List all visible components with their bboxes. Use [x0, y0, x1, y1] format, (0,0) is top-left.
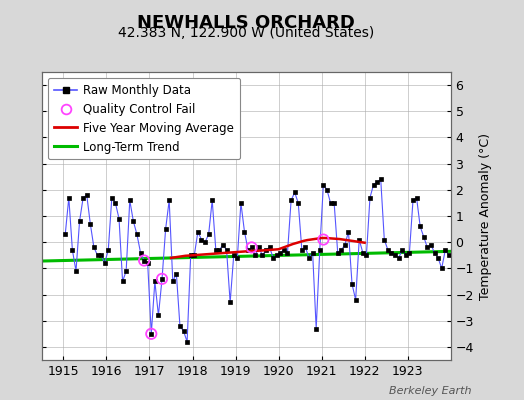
Text: 42.383 N, 122.900 W (United States): 42.383 N, 122.900 W (United States)	[118, 26, 375, 40]
Point	[158, 276, 166, 282]
Text: Berkeley Earth: Berkeley Earth	[389, 386, 472, 396]
Text: NEWHALLS ORCHARD: NEWHALLS ORCHARD	[137, 14, 355, 32]
Legend: Raw Monthly Data, Quality Control Fail, Five Year Moving Average, Long-Term Tren: Raw Monthly Data, Quality Control Fail, …	[48, 78, 240, 160]
Point	[140, 257, 148, 264]
Y-axis label: Temperature Anomaly (°C): Temperature Anomaly (°C)	[479, 132, 493, 300]
Point	[247, 244, 256, 251]
Point	[319, 236, 328, 243]
Point	[147, 331, 156, 337]
